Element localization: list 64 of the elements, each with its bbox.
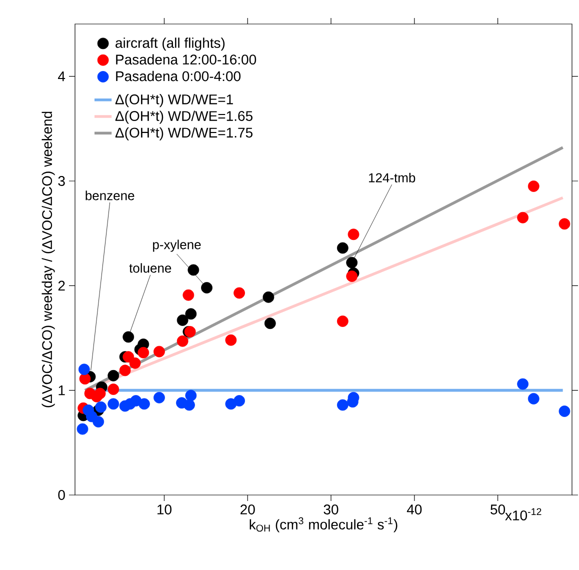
point (119, 364, 131, 376)
y-tick-label: 0 (58, 490, 65, 500)
point (225, 334, 237, 346)
point (122, 331, 134, 343)
y-tick-label: 2 (58, 280, 65, 291)
legend-label: Δ(OH*t) WD/WE=1.75 (115, 127, 252, 140)
point (346, 270, 358, 282)
y-tick-label: 3 (58, 176, 65, 186)
point (176, 314, 188, 326)
point (108, 370, 120, 382)
y-axis-title: (ΔVOC/ΔCO) weekday / (ΔVOC/ΔCO) weekend (42, 112, 55, 408)
annotation: toluene (129, 263, 172, 273)
y-tick-label: 4 (58, 72, 66, 82)
point (108, 398, 120, 410)
text: k$_{OH}$ (cm$^{3}$ molecule$^{-1}$ s$^{-1}$) (250, 517, 398, 532)
point (558, 218, 570, 230)
point (234, 287, 245, 299)
point (108, 384, 120, 395)
point (336, 316, 348, 327)
point (185, 308, 197, 320)
point (336, 242, 348, 254)
x-tick-label: 20 (240, 504, 255, 514)
point (346, 256, 358, 268)
point (78, 364, 90, 376)
point (201, 282, 212, 294)
text: x10$^{-12}$ (505, 508, 542, 520)
legend-label: Pasadena 0:00-4:00 (116, 70, 241, 82)
point (262, 291, 274, 303)
legend-label: Δ(OH*t) WD/WE=1.65 (115, 110, 252, 124)
legend-label: Δ(OH*t) WD/WE=1 (115, 94, 233, 108)
point (154, 392, 165, 404)
point (517, 378, 528, 390)
annotation: benzene (86, 190, 134, 200)
point (558, 406, 570, 417)
annotation: p-xylene (153, 240, 201, 252)
point (95, 401, 107, 413)
point (184, 399, 195, 411)
point (185, 390, 197, 402)
point (129, 357, 141, 369)
point (92, 416, 104, 428)
point (528, 180, 540, 192)
point (94, 388, 106, 400)
point (336, 399, 348, 411)
x-tick-label: 10 (158, 504, 172, 514)
y-tick-label: 1 (58, 386, 65, 396)
x-tick-label: 30 (324, 504, 338, 514)
legend-label: Pasadena 12:00-16:00 (116, 54, 256, 65)
legend-label: aircraft (all flights) (116, 38, 225, 51)
point (76, 423, 88, 435)
point (138, 346, 150, 358)
point (528, 392, 540, 404)
point (154, 346, 165, 358)
point (138, 398, 150, 410)
point (182, 289, 194, 301)
point (79, 373, 91, 385)
point (517, 212, 528, 224)
point (176, 335, 188, 347)
point (348, 228, 360, 240)
point (264, 318, 276, 330)
annotation: 124-tmb (368, 172, 416, 182)
point (234, 395, 245, 406)
x-tick-label: 40 (406, 504, 422, 514)
point (188, 264, 200, 276)
x-tick-label: 50 (490, 504, 506, 514)
